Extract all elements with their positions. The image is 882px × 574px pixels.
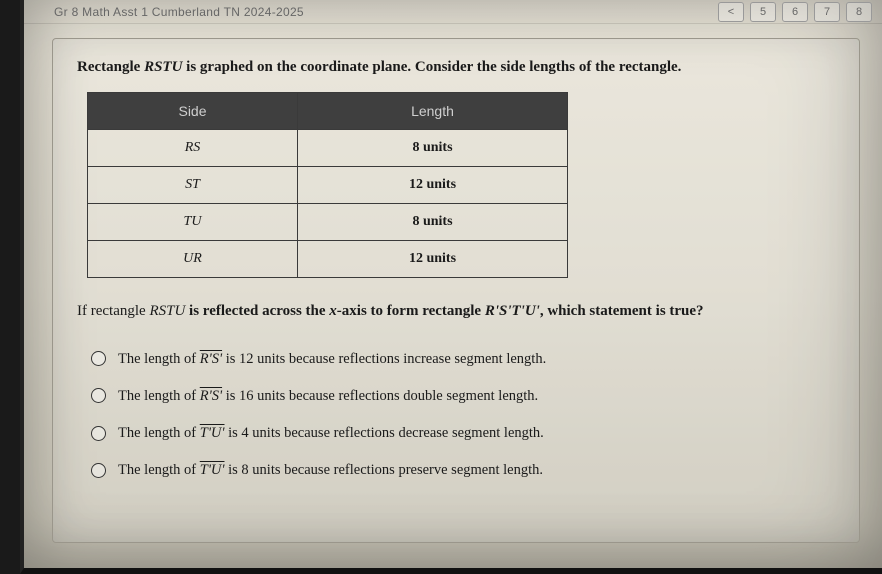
page-7-button[interactable]: 7 xyxy=(814,2,840,22)
option-text: The length of R'S' is 12 units because r… xyxy=(118,349,546,369)
opt-pre: The length of xyxy=(118,351,200,367)
prompt-text: Rectangle RSTU is graphed on the coordin… xyxy=(77,57,835,78)
cell-side: UR xyxy=(88,241,298,278)
option-text: The length of T'U' is 4 units because re… xyxy=(118,423,544,443)
opt-post: is 8 units because reflections preserve … xyxy=(225,462,544,478)
cell-length: 12 units xyxy=(298,241,568,278)
opt-post: is 16 units because reflections double s… xyxy=(222,388,538,404)
side-length-table: Side Length RS 8 units ST 12 units TU 8 … xyxy=(87,92,568,278)
prompt-rect-name: RSTU xyxy=(144,59,182,75)
table-header-length: Length xyxy=(298,93,568,130)
option-d[interactable]: The length of T'U' is 8 units because re… xyxy=(91,460,835,480)
prompt-suffix: is graphed on the coordinate plane. Cons… xyxy=(182,59,681,75)
assessment-title: Gr 8 Math Asst 1 Cumberland TN 2024-2025 xyxy=(54,5,304,19)
cell-length: 8 units xyxy=(298,130,568,167)
page-5-button[interactable]: 5 xyxy=(750,2,776,22)
cell-length: 12 units xyxy=(298,167,568,204)
opt-pre: The length of xyxy=(118,388,200,404)
table-row: ST 12 units xyxy=(88,167,568,204)
prompt-prefix: Rectangle xyxy=(77,59,144,75)
opt-pre: The length of xyxy=(118,425,200,441)
table-row: UR 12 units xyxy=(88,241,568,278)
opt-segment: R'S' xyxy=(200,388,222,404)
opt-segment: T'U' xyxy=(200,425,225,441)
cell-side: TU xyxy=(88,204,298,241)
question-text: If rectangle RSTU is reflected across th… xyxy=(77,300,835,323)
option-a[interactable]: The length of R'S' is 12 units because r… xyxy=(91,349,835,369)
option-text: The length of R'S' is 16 units because r… xyxy=(118,386,538,406)
q-part: , which statement is true? xyxy=(540,303,704,319)
radio-icon xyxy=(91,351,106,366)
q-axis: x xyxy=(329,303,337,319)
q-rect2: R'S'T'U' xyxy=(485,303,540,319)
option-text: The length of T'U' is 8 units because re… xyxy=(118,460,543,480)
opt-pre: The length of xyxy=(118,462,200,478)
q-part: -axis to form rectangle xyxy=(337,303,485,319)
page-8-button[interactable]: 8 xyxy=(846,2,872,22)
cell-side: RS xyxy=(88,130,298,167)
q-part: If rectangle xyxy=(77,303,149,319)
opt-segment: R'S' xyxy=(200,351,222,367)
table-row: TU 8 units xyxy=(88,204,568,241)
screen: Gr 8 Math Asst 1 Cumberland TN 2024-2025… xyxy=(20,0,882,574)
radio-icon xyxy=(91,463,106,478)
opt-segment: T'U' xyxy=(200,462,225,478)
opt-post: is 12 units because reflections increase… xyxy=(222,351,546,367)
q-part: is reflected across the xyxy=(185,303,329,319)
q-rect1: RSTU xyxy=(149,303,185,319)
opt-post: is 4 units because reflections decrease … xyxy=(225,425,544,441)
page-nav: < 5 6 7 8 xyxy=(718,2,872,22)
cell-length: 8 units xyxy=(298,204,568,241)
table-row: RS 8 units xyxy=(88,130,568,167)
radio-icon xyxy=(91,426,106,441)
page-6-button[interactable]: 6 xyxy=(782,2,808,22)
option-b[interactable]: The length of R'S' is 16 units because r… xyxy=(91,386,835,406)
top-bar: Gr 8 Math Asst 1 Cumberland TN 2024-2025… xyxy=(24,0,882,24)
cell-side: ST xyxy=(88,167,298,204)
answer-options: The length of R'S' is 12 units because r… xyxy=(91,349,835,481)
radio-icon xyxy=(91,388,106,403)
table-header-side: Side xyxy=(88,93,298,130)
question-panel: Rectangle RSTU is graphed on the coordin… xyxy=(52,38,860,543)
option-c[interactable]: The length of T'U' is 4 units because re… xyxy=(91,423,835,443)
page-prev-button[interactable]: < xyxy=(718,2,744,22)
